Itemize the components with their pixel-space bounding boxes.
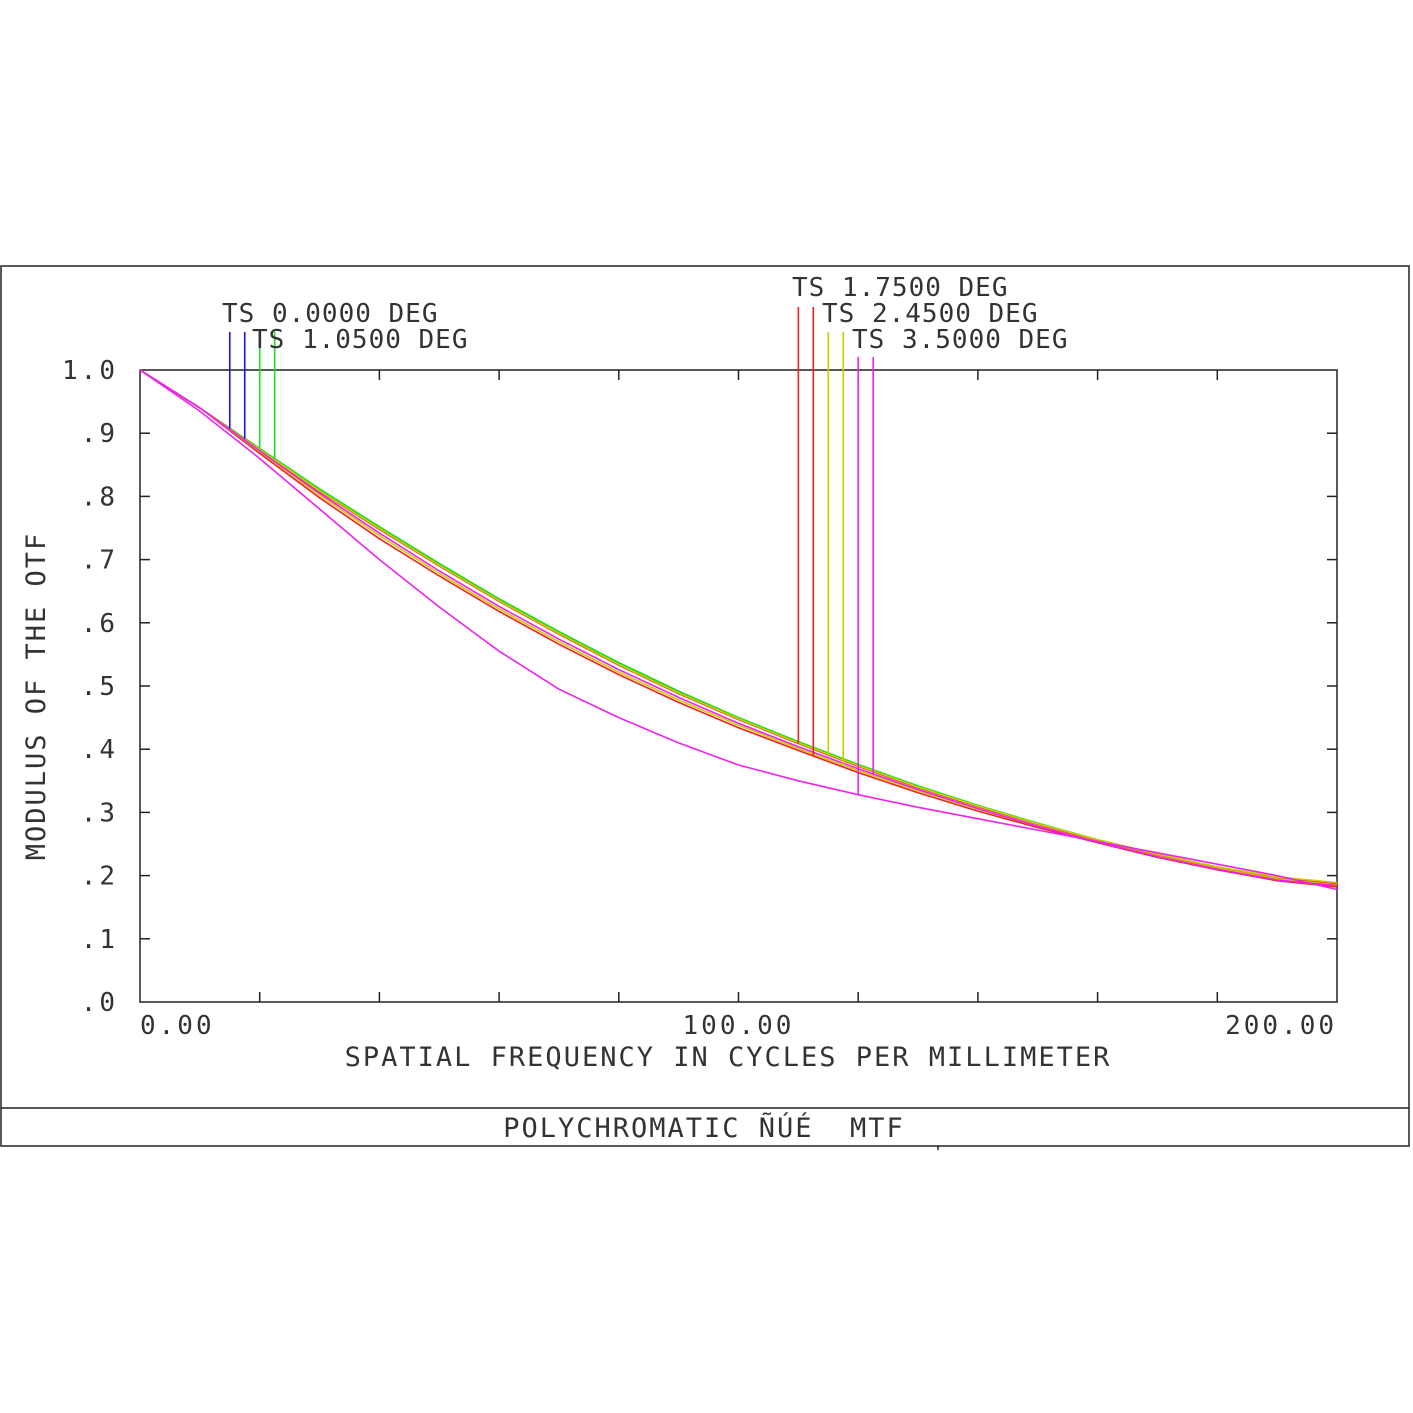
x-tick-label: 100.00 [683, 1011, 795, 1041]
y-tick-label: .4 [81, 735, 118, 765]
legend-label: TS 1.7500 DEG [792, 273, 1009, 303]
y-tick-label: .0 [81, 988, 118, 1018]
mtf-curves [139, 369, 1338, 891]
mtf-curve [139, 369, 1338, 891]
legend-label: TS 2.4500 DEG [822, 299, 1039, 329]
legend-markers [228, 307, 874, 795]
x-tick-label: 200.00 [1225, 1011, 1337, 1041]
outer-frame [0, 265, 1410, 1147]
y-tick-label: .8 [81, 482, 118, 512]
y-tick-label: .2 [81, 862, 118, 892]
legend-label: TS 1.0500 DEG [252, 325, 469, 355]
y-tick-label: .5 [81, 672, 118, 702]
x-axis-label: SPATIAL FREQUENCY IN CYCLES PER MILLIMET… [345, 1042, 1112, 1073]
y-tick-label: .1 [81, 925, 118, 955]
y-tick-label: 1.0 [62, 356, 118, 386]
legend-label: TS 0.0000 DEG [222, 299, 439, 329]
y-tick-label: .6 [81, 609, 118, 639]
y-axis-label: MODULUS OF THE OTF [21, 532, 52, 861]
mtf-curve [139, 369, 1338, 887]
tick-labels: .0 .1 .2 .3 .4 .5 .6 .7 .8 .9 1.0 0.00 100.00 200.00 [62, 356, 1337, 1041]
axis-ticks [140, 370, 1337, 1002]
x-tick-label: 0.00 [140, 1011, 215, 1041]
y-tick-label: .3 [81, 798, 118, 828]
y-tick-label: .9 [81, 419, 118, 449]
legend-label: TS 3.5000 DEG [852, 325, 1069, 355]
y-tick-label: .7 [81, 546, 118, 576]
chart-title: POLYCHROMATIC ÑÚÉ MTF [503, 1112, 905, 1144]
